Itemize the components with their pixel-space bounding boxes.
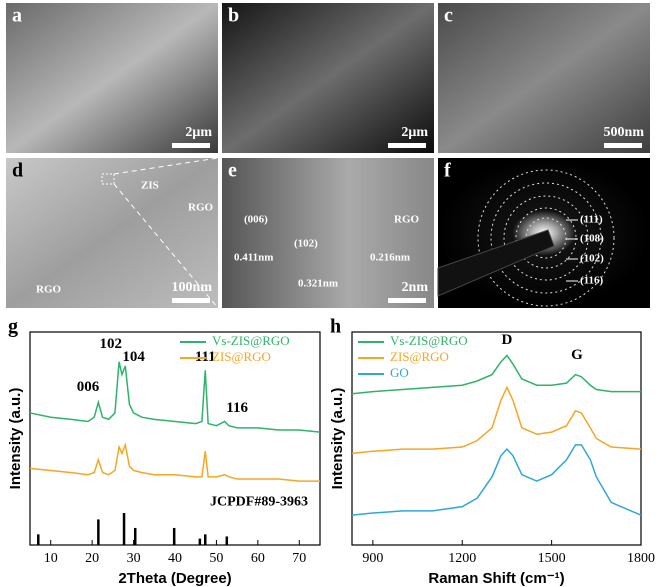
scale-bar [388,143,426,148]
x-tick-label: 1500 [538,551,566,566]
diffraction-ring [525,217,567,259]
scale-bar [172,143,210,148]
panel-letter: d [12,160,23,182]
annotation: (102) [294,238,318,250]
plot-frame [351,331,642,546]
x-axis-title: 2Theta (Degree) [118,570,231,587]
scale-bar-label: 2nm [402,280,429,295]
annotation: (108) [580,233,604,245]
peak-label: D [502,332,513,348]
annotation: 0.411nm [234,252,273,264]
x-tick-label: 1800 [627,551,655,566]
reference-label: JCPDF#89-3963 [210,495,308,510]
diffraction-ring [515,207,577,269]
diffraction-ring [503,195,589,281]
zoom-box [101,173,115,185]
panel-letter: e [228,160,237,182]
x-tick-label: 900 [362,551,383,566]
peak-label: 102 [100,336,123,352]
scale-bar [388,298,426,303]
scale-bar-label: 2μm [185,125,212,140]
diffraction-ring [490,182,602,294]
annotation: (111) [580,214,603,226]
panel-image [6,158,218,308]
legend-label: Vs-ZIS@RGO [212,333,290,348]
x-tick-label: 40 [168,551,182,566]
y-axis-title: Intensity (a.u.) [329,388,346,490]
scale-bar [604,143,642,148]
annotation: 0.216nm [370,252,410,264]
panel-letter: c [444,5,453,27]
x-tick-label: 10 [44,551,58,566]
legend-label: GO [390,365,409,380]
panel-letter: a [12,5,22,27]
scale-bar-label: 2μm [401,125,428,140]
panel-image [438,3,650,153]
series-line [351,385,642,455]
x-tick-label: 20 [85,551,99,566]
panel-letter: b [228,5,239,27]
panel-image [222,158,434,308]
scale-bar-label: 100nm [172,280,213,295]
annotation: (102) [580,253,604,265]
x-tick-label: 30 [127,551,141,566]
y-axis-title: Intensity (a.u.) [7,388,24,490]
x-axis-title: Raman Shift (cm⁻¹) [428,570,564,587]
peak-label: 116 [226,400,248,416]
annotation: ZIS [141,180,159,192]
x-tick-label: 60 [251,551,265,566]
series-line [351,444,642,516]
annotation: 0.321nm [298,278,338,290]
x-tick-label: 50 [209,551,223,566]
chart-letter: g [8,316,18,338]
peak-label: 006 [77,379,100,395]
panel-image [6,3,218,153]
scale-bar-label: 500nm [604,125,645,140]
annotation: RGO [36,284,62,296]
annotation: (006) [244,214,268,226]
peak-label: G [571,347,583,363]
series-line [29,361,321,433]
legend-label: Vs-ZIS@RGO [390,333,468,348]
peak-label: 111 [195,349,216,365]
plot-frame [29,331,321,546]
x-tick-label: 1200 [448,551,476,566]
annotation: RGO [394,214,420,226]
series-line [351,354,641,395]
scale-bar [172,298,210,303]
annotation: RGO [188,202,214,214]
series-line [29,442,320,482]
x-tick-label: 70 [292,551,306,566]
chart-letter: h [330,316,341,338]
panel-letter: f [444,160,451,182]
annotation: (116) [580,275,604,287]
legend-label: ZIS@RGO [390,349,449,364]
diffraction-ring [477,169,615,307]
legend-label: ZIS@RGO [212,349,271,364]
beam-stop [437,229,555,297]
panel-image [222,3,434,153]
peak-label: 104 [122,349,145,365]
